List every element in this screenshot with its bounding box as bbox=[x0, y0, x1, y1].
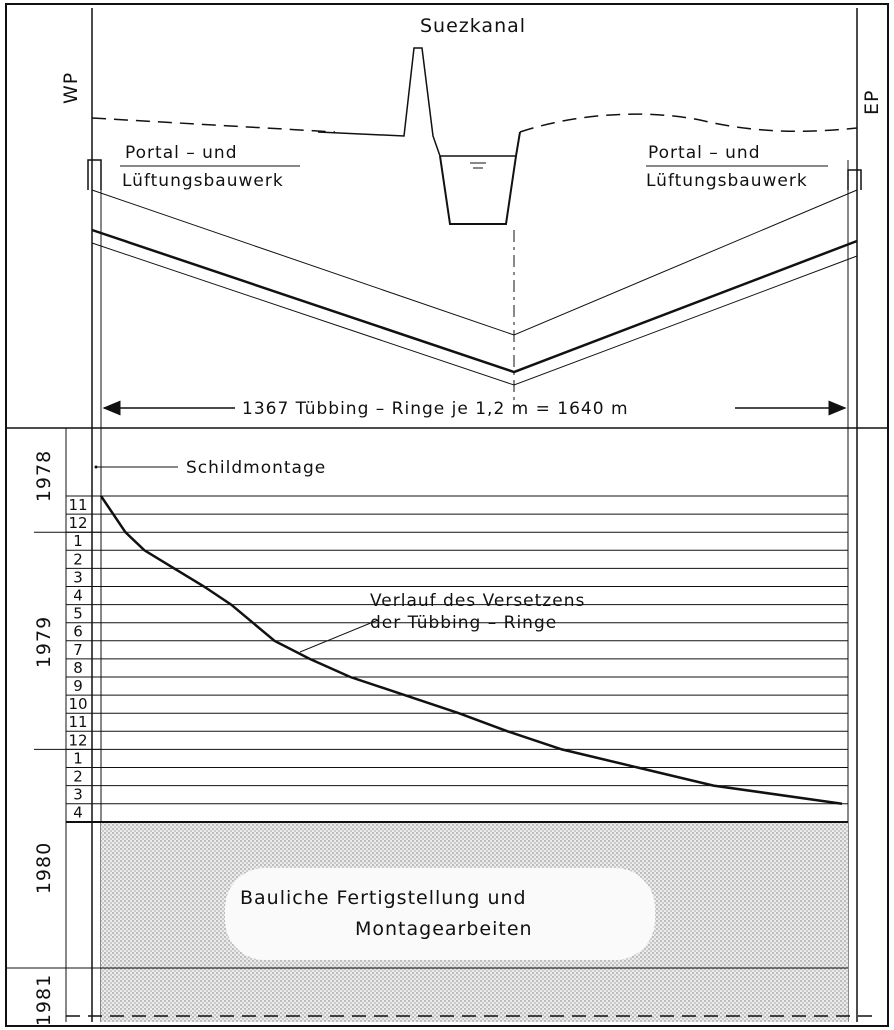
year-label: 1981 bbox=[33, 974, 55, 1026]
month-label: 12 bbox=[68, 731, 87, 749]
ep-label: EP bbox=[861, 90, 883, 115]
year-label: 1979 bbox=[33, 616, 55, 668]
month-label: 4 bbox=[73, 804, 83, 822]
west-portal-structure bbox=[87, 159, 102, 190]
canal-label: Suezkanal bbox=[420, 15, 526, 37]
tunnel-axis-line bbox=[91, 228, 858, 374]
month-label: 4 bbox=[73, 587, 83, 605]
shield-assembly-label: Schildmontage bbox=[186, 458, 326, 478]
shield-assembly-marker bbox=[94, 465, 98, 469]
month-label: 3 bbox=[73, 568, 83, 586]
canal-dyke bbox=[317, 47, 441, 157]
outer-frame bbox=[5, 3, 889, 1027]
month-label: 2 bbox=[73, 550, 83, 568]
month-label: 11 bbox=[68, 713, 87, 731]
curve-label-line-1: Verlauf des Versetzens bbox=[370, 591, 585, 611]
month-label: 1 bbox=[73, 532, 83, 550]
month-label: 8 bbox=[73, 659, 83, 677]
year-label: 1980 bbox=[33, 842, 55, 894]
east-portal-structure bbox=[847, 169, 862, 190]
month-label: 2 bbox=[73, 768, 83, 786]
month-label: 9 bbox=[73, 677, 83, 695]
curve-label-line-2: der Tübbing – Ringe bbox=[370, 613, 557, 633]
month-label: 6 bbox=[73, 623, 83, 641]
month-label: 10 bbox=[68, 695, 87, 713]
ground-surface-line bbox=[91, 113, 858, 133]
finish-label-line-2: Montagearbeiten bbox=[355, 918, 533, 940]
tunnel-lower-line bbox=[91, 242, 858, 386]
east-structure-label-1: Portal – und bbox=[648, 143, 761, 163]
month-label: 5 bbox=[73, 605, 83, 623]
west-structure-label-2: Lüftungsbauwerk bbox=[122, 171, 284, 191]
tunnel-upper-line bbox=[91, 189, 858, 336]
wp-label: WP bbox=[60, 72, 82, 104]
ring-progress-curve bbox=[99, 495, 843, 805]
month-label: 3 bbox=[73, 786, 83, 804]
month-label: 1 bbox=[73, 749, 83, 767]
canal-cross-section bbox=[439, 131, 521, 225]
east-structure-label-2: Lüftungsbauwerk bbox=[646, 171, 808, 191]
finish-label-line-1: Bauliche Fertigstellung und bbox=[240, 887, 527, 909]
month-label: 7 bbox=[73, 641, 83, 659]
length-dimension-label: 1367 Tübbing – Ringe je 1,2 m = 1640 m bbox=[242, 399, 629, 419]
month-grid bbox=[6, 495, 848, 969]
month-label: 11 bbox=[68, 496, 87, 514]
finish-label-background bbox=[225, 868, 655, 960]
year-label: 1978 bbox=[33, 450, 55, 502]
west-structure-label-1: Portal – und bbox=[125, 143, 238, 163]
curve-label-leader bbox=[299, 619, 379, 653]
month-label: 12 bbox=[68, 514, 87, 532]
year-labels: 1978 1979 1980 1981 bbox=[33, 450, 55, 1026]
